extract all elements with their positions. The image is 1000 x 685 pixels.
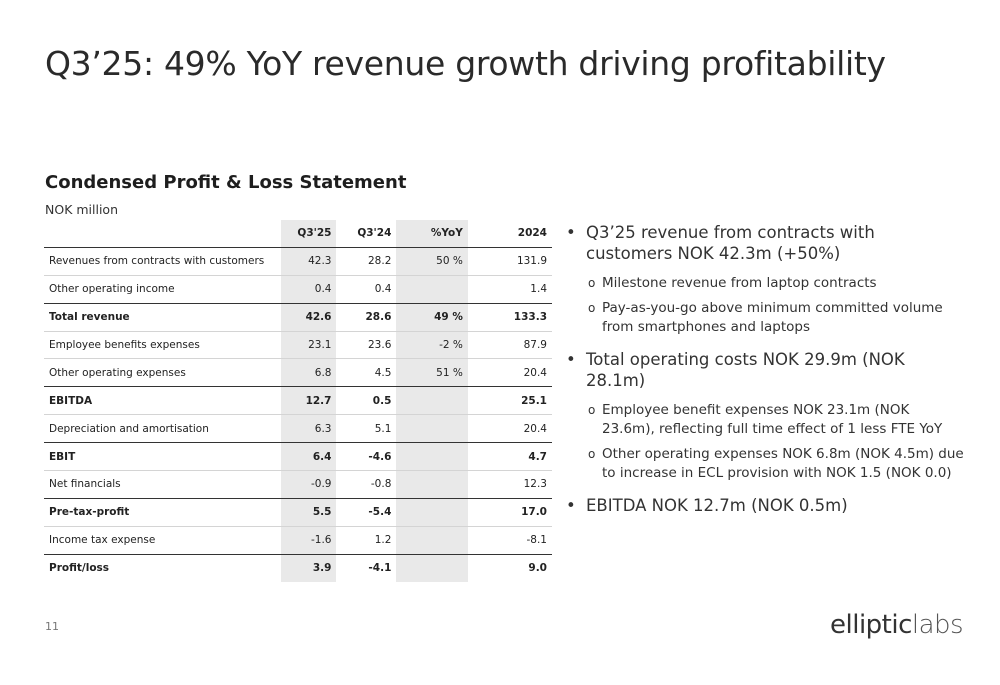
cell-q325: -1.6 [280,526,337,555]
cell-q324: 28.2 [336,247,397,276]
cell-yoy: -2 % [396,331,468,360]
sub-bullet: Pay-as-you-go above minimum committed vo… [564,299,964,337]
cell-2024: 133.3 [467,302,552,332]
unit-label: NOK million [45,202,118,217]
table-row: Income tax expense -1.6 1.2 -8.1 [44,526,552,555]
cell-q325: 5.5 [280,497,337,527]
cell-q324: -4.6 [336,442,397,472]
cell-q324: 28.6 [336,302,397,332]
table-row: EBIT 6.4 -4.6 4.7 [44,442,552,472]
cell-q324: -5.4 [336,497,397,527]
cell-q325: -0.9 [280,470,337,499]
section-title: Condensed Profit & Loss Statement [45,172,407,193]
cell-q324: -4.1 [336,553,397,582]
table-row: Net financials -0.9 -0.8 12.3 [44,470,552,499]
cell-yoy [396,526,468,555]
sub-bullet: Other operating expenses NOK 6.8m (NOK 4… [564,445,964,483]
page-number: 11 [45,620,59,633]
cell-yoy: 49 % [396,302,468,332]
table-row: Profit/loss 3.9 -4.1 9.0 [44,553,552,582]
header-yoy: %YoY [396,220,468,248]
table-row: Other operating expenses 6.8 4.5 51 % 20… [44,358,552,387]
cell-q325: 6.8 [280,358,337,387]
table-row: EBITDA 12.7 0.5 25.1 [44,386,552,416]
cell-yoy [396,553,468,582]
cell-yoy [396,386,468,416]
cell-q325: 3.9 [280,553,337,582]
bullet-revenue: Q3’25 revenue from contracts with custom… [564,222,964,264]
cell-2024: 131.9 [467,247,552,276]
cell-q325: 23.1 [280,331,337,360]
row-label: Net financials [49,478,121,491]
header-2024: 2024 [467,220,552,248]
header-label [44,220,281,248]
sub-bullet: Milestone revenue from laptop contracts [564,274,964,293]
table-row: Total revenue 42.6 28.6 49 % 133.3 [44,302,552,332]
cell-2024: 87.9 [467,331,552,360]
row-label: Other operating income [49,283,175,296]
company-logo: ellipticlabs [830,610,964,640]
cell-yoy: 51 % [396,358,468,387]
cell-yoy [396,497,468,527]
cell-yoy [396,414,468,443]
row-label: EBITDA [44,386,281,416]
header-q324: Q3'24 [336,220,397,248]
cell-q324: -0.8 [370,478,392,491]
table-header-row: Q3'25 Q3'24 %YoY 2024 [44,220,552,248]
cell-q325: 42.3 [280,247,337,276]
row-label: Other operating expenses [49,366,186,379]
cell-yoy [396,275,468,304]
cell-q325: 42.6 [280,302,337,332]
cell-q325: 6.3 [280,414,337,443]
row-label: Employee benefits expenses [44,331,281,360]
logo-text-elliptic: elliptic [830,610,912,640]
cell-2024: 1.4 [530,283,547,296]
bullet-operating-costs: Total operating costs NOK 29.9m (NOK 28.… [564,349,964,391]
profit-loss-table: Q3'25 Q3'24 %YoY 2024 Revenues from cont… [44,220,552,582]
bullet-ebitda: EBITDA NOK 12.7m (NOK 0.5m) [564,495,964,516]
header-q325: Q3'25 [280,220,337,248]
row-label: Pre-tax-profit [44,497,281,527]
cell-yoy [396,442,468,472]
table-row: Other operating income 0.4 0.4 1.4 [44,275,552,304]
cell-q324: 23.6 [336,331,397,360]
table-row: Employee benefits expenses 23.1 23.6 -2 … [44,331,552,360]
table-row: Pre-tax-profit 5.5 -5.4 17.0 [44,497,552,527]
cell-2024: 17.0 [467,497,552,527]
cell-q324: 5.1 [374,422,392,435]
cell-q324: 1.2 [374,534,392,547]
cell-q324: 4.5 [374,366,392,379]
table-row: Depreciation and amortisation 6.3 5.1 20… [44,414,552,443]
cell-2024: 25.1 [467,386,552,416]
cell-2024: 20.4 [523,422,547,435]
cell-q325: 0.4 [280,275,337,304]
cell-2024: 20.4 [523,366,547,379]
cell-2024: 9.0 [467,553,552,582]
row-label: EBIT [44,442,281,472]
commentary-bullets: Q3’25 revenue from contracts with custom… [564,222,964,526]
row-label: Profit/loss [44,553,281,582]
page-title: Q3’25: 49% YoY revenue growth driving pr… [45,44,886,83]
row-label: Total revenue [44,302,281,332]
logo-text-labs: labs [911,610,964,640]
table-row: Revenues from contracts with customers 4… [44,247,552,276]
row-label: Depreciation and amortisation [49,422,209,435]
sub-bullet: Employee benefit expenses NOK 23.1m (NOK… [564,401,964,439]
cell-yoy: 50 % [396,247,468,276]
row-label: Income tax expense [49,534,156,547]
cell-q324: 0.5 [336,386,397,416]
cell-q324: 0.4 [374,283,392,296]
cell-2024: 4.7 [467,442,552,472]
cell-yoy [396,470,468,499]
cell-q325: 12.7 [280,386,337,416]
cell-2024: 12.3 [523,478,547,491]
row-label: Revenues from contracts with customers [44,247,281,276]
cell-q325: 6.4 [280,442,337,472]
cell-2024: -8.1 [526,534,548,547]
